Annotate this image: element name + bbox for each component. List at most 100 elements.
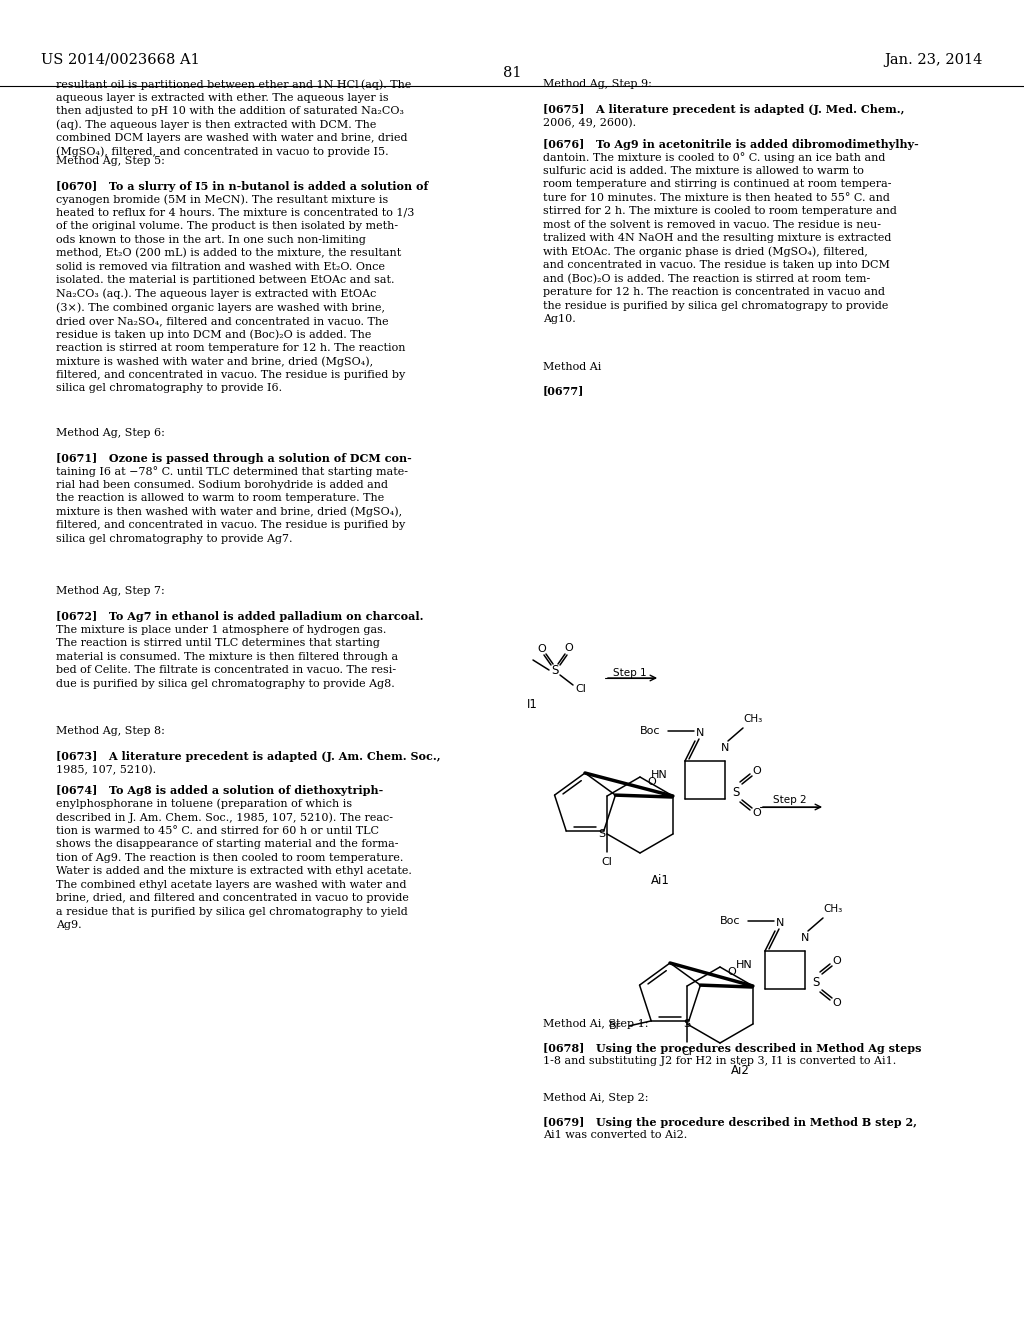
Text: Method Ai, Step 1:: Method Ai, Step 1: (543, 1019, 648, 1030)
Text: a residue that is purified by silica gel chromatography to yield: a residue that is purified by silica gel… (56, 907, 409, 917)
Text: (3×). The combined organic layers are washed with brine,: (3×). The combined organic layers are wa… (56, 302, 385, 313)
Text: O: O (538, 644, 547, 653)
Text: S: S (598, 829, 605, 840)
Text: combined DCM layers are washed with water and brine, dried: combined DCM layers are washed with wate… (56, 133, 408, 143)
Text: silica gel chromatography to provide I6.: silica gel chromatography to provide I6. (56, 383, 283, 393)
Text: S: S (683, 1019, 690, 1028)
Text: Method Ag, Step 9:: Method Ag, Step 9: (543, 79, 651, 90)
Text: stirred for 2 h. The mixture is cooled to room temperature and: stirred for 2 h. The mixture is cooled t… (543, 206, 897, 216)
Text: with EtOAc. The organic phase is dried (MgSO₄), filtered,: with EtOAc. The organic phase is dried (… (543, 247, 867, 257)
Text: silica gel chromatography to provide Ag7.: silica gel chromatography to provide Ag7… (56, 533, 293, 544)
Text: 1-8 and substituting J2 for H2 in step 3, I1 is converted to Ai1.: 1-8 and substituting J2 for H2 in step 3… (543, 1056, 896, 1067)
Text: [0674]   To Ag8 is added a solution of diethoxytriph-: [0674] To Ag8 is added a solution of die… (56, 785, 384, 796)
Text: O: O (753, 808, 762, 818)
Text: method, Et₂O (200 mL) is added to the mixture, the resultant: method, Et₂O (200 mL) is added to the mi… (56, 248, 401, 259)
Text: S: S (812, 975, 819, 989)
Text: of the original volume. The product is then isolated by meth-: of the original volume. The product is t… (56, 222, 398, 231)
Text: HN: HN (651, 770, 668, 780)
Text: sulfuric acid is added. The mixture is allowed to warm to: sulfuric acid is added. The mixture is a… (543, 165, 863, 176)
Text: Step 2: Step 2 (773, 795, 807, 805)
Text: residue is taken up into DCM and (Boc)₂O is added. The: residue is taken up into DCM and (Boc)₂O… (56, 330, 372, 341)
Text: Cl: Cl (575, 684, 587, 694)
Text: cyanogen bromide (5M in MeCN). The resultant mixture is: cyanogen bromide (5M in MeCN). The resul… (56, 194, 388, 205)
Text: and concentrated in vacuo. The residue is taken up into DCM: and concentrated in vacuo. The residue i… (543, 260, 890, 271)
Text: Ag9.: Ag9. (56, 920, 82, 931)
Text: [0677]: [0677] (543, 385, 584, 396)
Text: O: O (564, 643, 573, 653)
Text: mixture is then washed with water and brine, dried (MgSO₄),: mixture is then washed with water and br… (56, 507, 402, 517)
Text: Step 1: Step 1 (613, 668, 647, 678)
Text: Br: Br (609, 1020, 622, 1031)
Text: described in J. Am. Chem. Soc., 1985, 107, 5210). The reac-: described in J. Am. Chem. Soc., 1985, 10… (56, 812, 393, 822)
Text: Ag10.: Ag10. (543, 314, 575, 325)
Text: then adjusted to pH 10 with the addition of saturated Na₂CO₃: then adjusted to pH 10 with the addition… (56, 106, 404, 116)
Text: Ai2: Ai2 (730, 1064, 750, 1077)
Text: material is consumed. The mixture is then filtered through a: material is consumed. The mixture is the… (56, 652, 398, 661)
Text: bed of Celite. The filtrate is concentrated in vacuo. The resi-: bed of Celite. The filtrate is concentra… (56, 665, 396, 675)
Text: [0679]   Using the procedure described in Method B step 2,: [0679] Using the procedure described in … (543, 1117, 916, 1127)
Text: Method Ag, Step 7:: Method Ag, Step 7: (56, 586, 165, 597)
Text: HN: HN (736, 960, 753, 970)
Text: mixture is washed with water and brine, dried (MgSO₄),: mixture is washed with water and brine, … (56, 356, 374, 367)
Text: tralized with 4N NaOH and the resulting mixture is extracted: tralized with 4N NaOH and the resulting … (543, 234, 891, 243)
Text: O: O (647, 777, 656, 787)
Text: reaction is stirred at room temperature for 12 h. The reaction: reaction is stirred at room temperature … (56, 343, 406, 352)
Text: tion is warmed to 45° C. and stirred for 60 h or until TLC: tion is warmed to 45° C. and stirred for… (56, 826, 379, 836)
Text: Water is added and the mixture is extracted with ethyl acetate.: Water is added and the mixture is extrac… (56, 866, 413, 876)
Text: the reaction is allowed to warm to room temperature. The: the reaction is allowed to warm to room … (56, 494, 385, 503)
Text: Ai1: Ai1 (650, 874, 670, 887)
Text: filtered, and concentrated in vacuo. The residue is purified by: filtered, and concentrated in vacuo. The… (56, 370, 406, 380)
Text: Na₂CO₃ (aq.). The aqueous layer is extracted with EtOAc: Na₂CO₃ (aq.). The aqueous layer is extra… (56, 289, 377, 300)
Text: O: O (728, 968, 736, 977)
Text: 81: 81 (503, 66, 521, 81)
Text: N: N (801, 933, 809, 942)
Text: aqueous layer is extracted with ether. The aqueous layer is: aqueous layer is extracted with ether. T… (56, 92, 389, 103)
Text: [0673]   A literature precedent is adapted (J. Am. Chem. Soc.,: [0673] A literature precedent is adapted… (56, 751, 441, 762)
Text: CH₃: CH₃ (823, 904, 843, 913)
Text: O: O (833, 956, 842, 966)
Text: and (Boc)₂O is added. The reaction is stirred at room tem-: and (Boc)₂O is added. The reaction is st… (543, 273, 870, 284)
Text: heated to reflux for 4 hours. The mixture is concentrated to 1/3: heated to reflux for 4 hours. The mixtur… (56, 207, 415, 218)
Text: Method Ag, Step 5:: Method Ag, Step 5: (56, 156, 165, 166)
Text: room temperature and stirring is continued at room tempera-: room temperature and stirring is continu… (543, 180, 891, 189)
Text: (MgSO₄), filtered, and concentrated in vacuo to provide I5.: (MgSO₄), filtered, and concentrated in v… (56, 147, 389, 157)
Text: taining I6 at −78° C. until TLC determined that starting mate-: taining I6 at −78° C. until TLC determin… (56, 466, 409, 477)
Text: due is purified by silica gel chromatography to provide Ag8.: due is purified by silica gel chromatogr… (56, 678, 395, 689)
Text: isolated. the material is partitioned between EtOAc and sat.: isolated. the material is partitioned be… (56, 276, 395, 285)
Text: Boc: Boc (640, 726, 660, 737)
Text: brine, dried, and filtered and concentrated in vacuo to provide: brine, dried, and filtered and concentra… (56, 894, 410, 903)
Text: Method Ai, Step 2:: Method Ai, Step 2: (543, 1093, 648, 1104)
Text: N: N (721, 743, 729, 752)
Text: (aq). The aqueous layer is then extracted with DCM. The: (aq). The aqueous layer is then extracte… (56, 120, 377, 131)
Text: Jan. 23, 2014: Jan. 23, 2014 (885, 53, 983, 67)
Text: N: N (776, 917, 784, 928)
Text: The reaction is stirred until TLC determines that starting: The reaction is stirred until TLC determ… (56, 638, 380, 648)
Text: N: N (696, 729, 705, 738)
Text: ods known to those in the art. In one such non-limiting: ods known to those in the art. In one su… (56, 235, 367, 244)
Text: The combined ethyl acetate layers are washed with water and: The combined ethyl acetate layers are wa… (56, 880, 407, 890)
Text: Ai1 was converted to Ai2.: Ai1 was converted to Ai2. (543, 1130, 687, 1140)
Text: 1985, 107, 5210).: 1985, 107, 5210). (56, 764, 157, 775)
Text: S: S (732, 785, 739, 799)
Text: I1: I1 (527, 698, 538, 711)
Text: CH₃: CH₃ (743, 714, 762, 723)
Text: The mixture is place under 1 atmosphere of hydrogen gas.: The mixture is place under 1 atmosphere … (56, 624, 387, 635)
Text: [0670]   To a slurry of I5 in n-butanol is added a solution of: [0670] To a slurry of I5 in n-butanol is… (56, 181, 429, 191)
Text: [0671]   Ozone is passed through a solution of DCM con-: [0671] Ozone is passed through a solutio… (56, 453, 412, 463)
Text: dried over Na₂SO₄, filtered and concentrated in vacuo. The: dried over Na₂SO₄, filtered and concentr… (56, 315, 389, 326)
Text: ture for 10 minutes. The mixture is then heated to 55° C. and: ture for 10 minutes. The mixture is then… (543, 193, 890, 202)
Text: Method Ag, Step 8:: Method Ag, Step 8: (56, 726, 165, 737)
Text: solid is removed via filtration and washed with Et₂O. Once: solid is removed via filtration and wash… (56, 261, 385, 272)
Text: tion of Ag9. The reaction is then cooled to room temperature.: tion of Ag9. The reaction is then cooled… (56, 853, 403, 863)
Text: Method Ag, Step 6:: Method Ag, Step 6: (56, 428, 165, 438)
Text: dantoin. The mixture is cooled to 0° C. using an ice bath and: dantoin. The mixture is cooled to 0° C. … (543, 152, 885, 162)
Text: filtered, and concentrated in vacuo. The residue is purified by: filtered, and concentrated in vacuo. The… (56, 520, 406, 531)
Text: US 2014/0023668 A1: US 2014/0023668 A1 (41, 53, 200, 67)
Text: 2006, 49, 2600).: 2006, 49, 2600). (543, 117, 636, 128)
Text: O: O (753, 766, 762, 776)
Text: perature for 12 h. The reaction is concentrated in vacuo and: perature for 12 h. The reaction is conce… (543, 286, 885, 297)
Text: O: O (833, 998, 842, 1008)
Text: Cl: Cl (682, 1047, 692, 1057)
Text: resultant oil is partitioned between ether and 1N HCl (aq). The: resultant oil is partitioned between eth… (56, 79, 412, 90)
Text: [0678]   Using the procedures described in Method Ag steps: [0678] Using the procedures described in… (543, 1043, 922, 1053)
